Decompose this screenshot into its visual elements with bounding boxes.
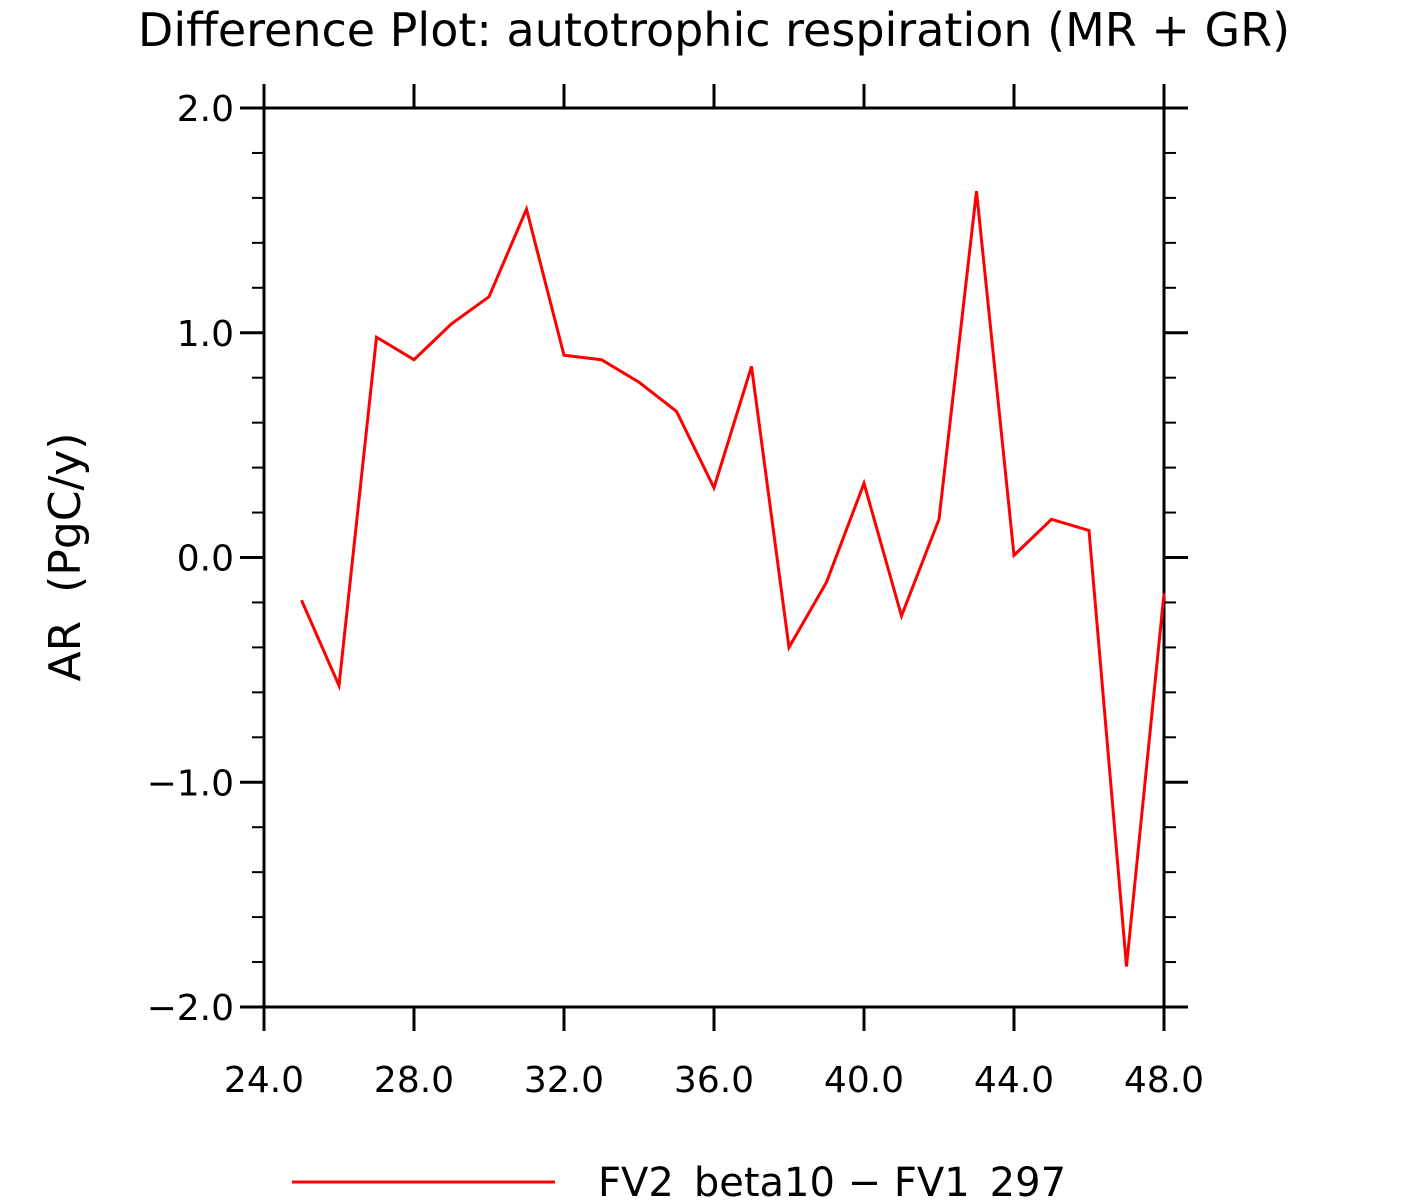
series-lines bbox=[300, 191, 1166, 967]
x-tick-label: 48.0 bbox=[1124, 1060, 1204, 1101]
series-line bbox=[300, 191, 1166, 967]
x-tick-label: 44.0 bbox=[974, 1060, 1054, 1101]
y-tick-label: −1.0 bbox=[147, 763, 234, 804]
chart-title: Difference Plot: autotrophic respiration… bbox=[138, 3, 1290, 57]
y-tick-label: 0.0 bbox=[177, 539, 234, 580]
x-tick-label: 36.0 bbox=[674, 1060, 754, 1101]
x-tick-label: 32.0 bbox=[524, 1060, 604, 1101]
y-tick-labels: 2.0 1.0 0.0 −1.0 −2.0 bbox=[147, 89, 234, 1029]
y-tick-label: 2.0 bbox=[177, 89, 234, 130]
x-tick-label: 40.0 bbox=[824, 1060, 904, 1101]
legend: FV2_beta10 − FV1_297 bbox=[292, 1160, 1066, 1202]
minor-ticks bbox=[252, 151, 1176, 964]
y-tick-label: 1.0 bbox=[177, 314, 234, 355]
major-ticks bbox=[240, 84, 1188, 1031]
y-axis-label: AR (PgC/y) bbox=[40, 432, 91, 681]
y-tick-label: −2.0 bbox=[147, 988, 234, 1029]
x-tick-label: 24.0 bbox=[224, 1060, 304, 1101]
legend-label: FV2_beta10 − FV1_297 bbox=[598, 1160, 1066, 1202]
x-tick-label: 28.0 bbox=[374, 1060, 454, 1101]
x-tick-labels: 24.0 28.0 32.0 36.0 40.0 44.0 48.0 bbox=[224, 1060, 1204, 1101]
plot-frame bbox=[262, 106, 1166, 1009]
